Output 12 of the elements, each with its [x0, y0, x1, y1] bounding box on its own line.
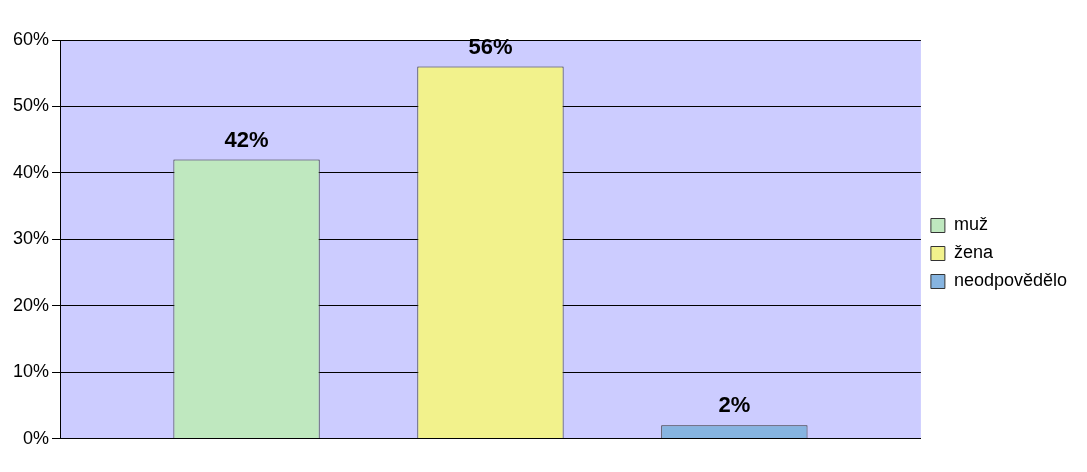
y-tick-label: 20% — [13, 294, 50, 315]
y-tick-label: 10% — [13, 361, 50, 382]
y-tick-label: 50% — [13, 95, 50, 116]
y-tick-label: 60% — [13, 28, 50, 49]
y-tick-label: 30% — [13, 228, 50, 249]
data-label: 42% — [224, 126, 269, 152]
legend-label: muž — [953, 214, 988, 235]
y-tick-label: 40% — [13, 161, 50, 182]
data-label: 2% — [718, 392, 751, 418]
legend-label: neodpovědělo — [953, 270, 1067, 291]
y-tick-label: 0% — [23, 427, 50, 448]
legend-label: žena — [953, 242, 994, 263]
